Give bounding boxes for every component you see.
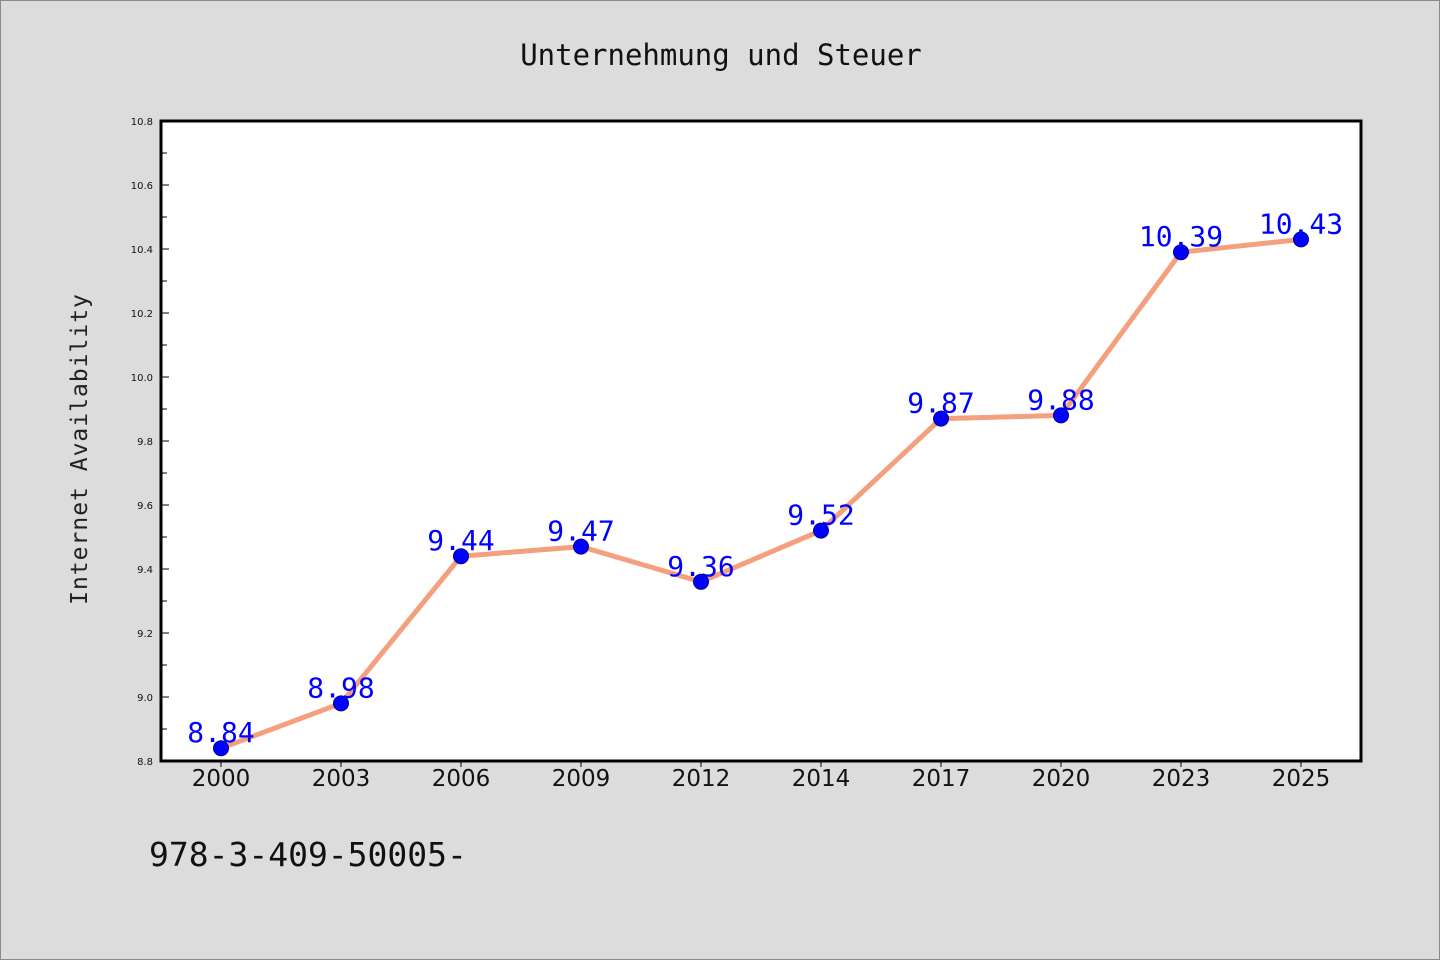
data-point-label: 9.47 [547,515,614,548]
y-tick-label: 9.6 [137,501,153,512]
data-point-marker [333,695,349,712]
x-tick-label: 2012 [672,766,731,792]
y-axis: 8.8 9.0 9.2 9.4 9.6 9.8 10.0 10.2 10.4 10.6 10.8 [131,117,169,768]
data-point-marker [1293,231,1309,248]
data-point-label: 8.98 [307,671,374,704]
x-tick-label: 2025 [1272,766,1331,792]
x-tick-label: 2006 [432,766,491,792]
x-tick-label: 2003 [312,766,371,792]
x-axis: 2000 2003 2006 2009 2012 2014 2017 2020 2023 2025 [192,761,1331,792]
y-tick-label: 10.4 [131,245,153,256]
data-labels-group: 8.84 8.98 9.44 9.47 9.36 9.52 9.87 9.88 10.39 10.… [187,207,1343,749]
y-tick-label: 10.0 [131,373,153,384]
x-tick-label: 2017 [912,766,971,792]
markers-group [213,231,1309,757]
data-point-marker [1173,244,1189,261]
plot-area [161,121,1361,761]
data-point-marker [1053,407,1069,424]
y-tick-label: 9.8 [137,437,153,448]
x-tick-label: 2000 [192,766,251,792]
y-tick-label: 10.6 [131,181,153,192]
data-point-marker [693,573,709,590]
x-tick-label: 2009 [552,766,611,792]
data-point-label: 10.39 [1139,220,1223,253]
data-point-marker [933,410,949,427]
footer-isbn-text: 978-3-409-50005- [149,835,467,874]
y-tick-label: 10.8 [131,117,153,128]
x-tick-label: 2023 [1152,766,1211,792]
series-line [218,236,1304,751]
data-point-label: 9.36 [667,550,734,583]
data-point-label: 9.88 [1027,383,1094,416]
plot-frame [159,119,1363,763]
y-axis-label: Internet Availability [67,293,93,605]
data-point-marker [213,740,229,757]
data-point-marker [573,538,589,555]
data-point-marker [453,548,469,565]
data-point-label: 9.87 [907,387,974,420]
x-tick-label: 2020 [1032,766,1091,792]
data-point-marker [813,522,829,539]
x-tick-label: 2014 [792,766,851,792]
y-tick-label: 9.2 [137,629,153,640]
series-line-group [218,236,1304,751]
y-tick-label: 8.8 [137,757,153,768]
y-tick-label: 9.4 [137,565,153,576]
y-tick-label: 10.2 [131,309,153,320]
data-point-label: 9.44 [427,524,494,557]
chart-title: Unternehmung und Steuer [520,38,922,72]
data-point-label: 8.84 [187,716,254,749]
data-point-label: 9.52 [787,499,854,532]
y-tick-label: 9.0 [137,693,153,704]
data-point-label: 10.43 [1259,207,1343,240]
